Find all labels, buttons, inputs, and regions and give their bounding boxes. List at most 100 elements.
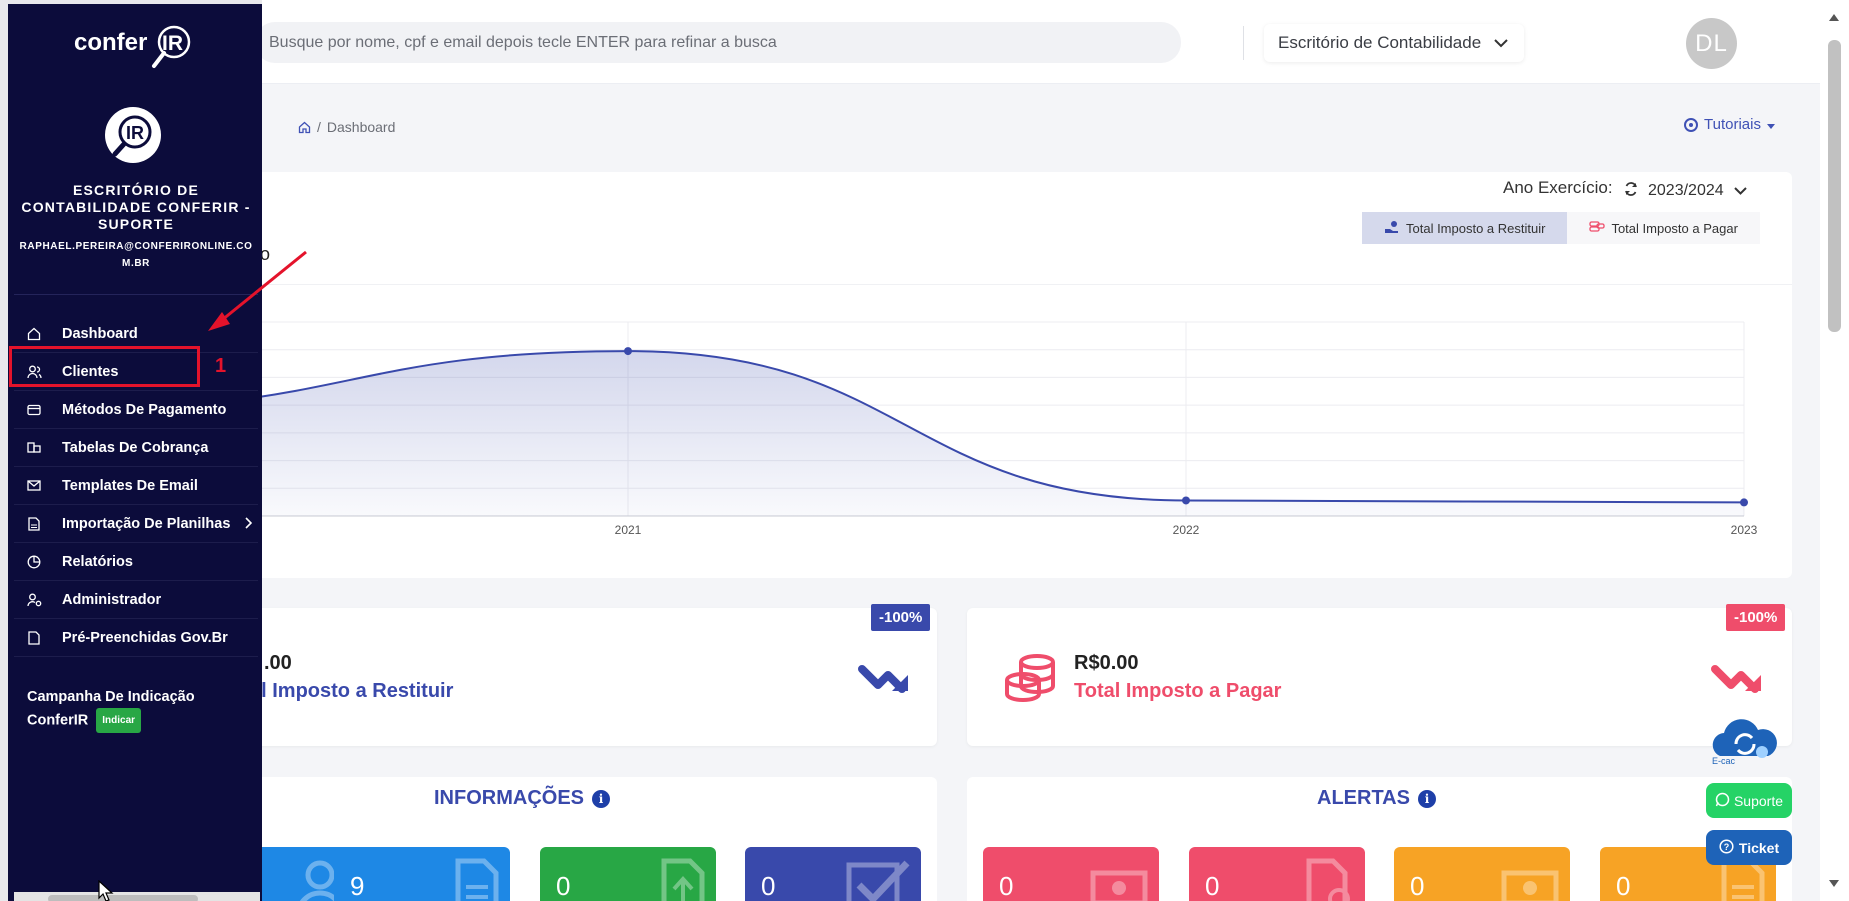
users-icon (299, 860, 341, 901)
informacoes-card: INFORMAÇÕES i 9 0 0 (180, 777, 937, 901)
scroll-down-arrow-icon[interactable] (1829, 880, 1839, 887)
svg-text:?: ? (1724, 842, 1730, 852)
info-icon[interactable]: i (592, 789, 610, 808)
tutorials-dropdown[interactable]: Tutoriais (1684, 116, 1775, 133)
tab-label: Total Imposto a Pagar (1611, 220, 1738, 236)
trend-down-icon (858, 665, 908, 693)
chart-card: Ano Exercício: 2023/2024 Total Imposto a… (200, 172, 1792, 578)
vertical-scrollbar[interactable] (1820, 0, 1849, 901)
sidebar-horizontal-scrollbar[interactable] (14, 892, 260, 901)
office-select[interactable]: Escritório de Contabilidade Conferir - S… (1264, 24, 1524, 62)
stat-card-restituir: -100% .00 al Imposto a Restituir (200, 604, 937, 746)
alert-tile[interactable]: 0 (1189, 847, 1365, 901)
sidebar-item-tabelas-cobranca[interactable]: Tabelas De Cobrança (14, 429, 258, 467)
sidebar-item-importacao-planilhas[interactable]: Importação De Planilhas (14, 505, 258, 543)
ticket-button[interactable]: ? Ticket (1706, 830, 1792, 865)
series-line (200, 350, 1745, 504)
org-name: ESCRITÓRIO DE CONTABILIDADE CONFERIR - S… (21, 182, 251, 232)
campaign-line2-row: ConferIR Indicar (27, 708, 195, 733)
avatar[interactable]: DL (1686, 18, 1737, 69)
annotation-step-number: 1 (215, 355, 227, 377)
sidebar-item-clientes[interactable]: Clientes (14, 353, 258, 391)
org-email: RAPHAEL.PEREIRA@CONFERIRONLINE.COM.BR (19, 241, 253, 269)
tile-value: 9 (350, 871, 365, 901)
suporte-button[interactable]: Suporte (1706, 783, 1792, 818)
sidebar-item-label: Métodos De Pagamento (62, 401, 227, 418)
area-chart: 2021 2022 2023 (200, 321, 1758, 537)
x-tick-label: 2021 (615, 523, 642, 537)
ano-exercicio-select[interactable]: 2023/2024 (1624, 176, 1780, 206)
sidebar-item-relatorios[interactable]: Relatórios (14, 543, 258, 581)
spreadsheet-icon (26, 516, 42, 532)
alert-tile[interactable]: 0 (983, 847, 1159, 901)
campaign-line2: ConferIR (27, 712, 89, 729)
alert-tile[interactable]: 0 (1394, 847, 1570, 901)
money-bill-icon (1501, 870, 1559, 901)
series-area (200, 351, 1744, 516)
logo-text-b: IR (162, 32, 183, 55)
sidebar-item-pre-preenchidas[interactable]: Pré-Preenchidas Gov.Br (14, 619, 258, 657)
sidebar-item-templates-email[interactable]: Templates De Email (14, 467, 258, 505)
home-icon (26, 326, 42, 342)
coins-icon (1589, 220, 1606, 237)
chart-divider (200, 284, 1792, 285)
file-icon (26, 630, 42, 646)
sidebar-divider (14, 294, 258, 295)
sidebar-item-label: Tabelas De Cobrança (62, 439, 209, 456)
stat-card-pagar: -100% R$0.00 Total Imposto a Pagar (967, 604, 1792, 746)
stat-value: .00 (264, 652, 292, 674)
caret-down-icon (1766, 116, 1775, 133)
mouse-cursor-icon (98, 880, 114, 901)
file-search-icon (1306, 858, 1350, 901)
chart-tabs: Total Imposto a Restituir Total Imposto … (1362, 212, 1760, 244)
sidebar-item-label: Dashboard (62, 325, 138, 342)
sidebar-item-label: Templates De Email (62, 477, 198, 494)
ano-exercicio-value: 2023/2024 (1648, 182, 1724, 199)
svg-text:IR: IR (126, 123, 144, 143)
info-tile[interactable]: 9 (334, 847, 510, 901)
scroll-thumb[interactable] (1828, 40, 1841, 332)
money-bill-icon (1090, 870, 1148, 901)
home-icon[interactable] (298, 121, 311, 134)
stat-value: R$0.00 (1074, 652, 1139, 674)
tab-total-restituir[interactable]: Total Imposto a Restituir (1362, 212, 1568, 244)
stat-label: al Imposto a Restituir (250, 680, 454, 702)
campaign-line1: Campanha De Indicação (27, 689, 195, 705)
info-tile[interactable]: 0 (745, 847, 921, 901)
tab-total-pagar[interactable]: Total Imposto a Pagar (1567, 212, 1760, 244)
sidebar-item-label: Clientes (62, 363, 119, 380)
ano-exercicio-label: Ano Exercício: (1503, 178, 1613, 197)
ecac-widget[interactable]: E-cac (1710, 716, 1780, 768)
scroll-thumb[interactable] (48, 895, 198, 901)
stat-label: Total Imposto a Pagar (1074, 680, 1282, 702)
indicar-button[interactable]: Indicar (96, 708, 142, 733)
alertas-card: ALERTAS i 0 0 0 0 (967, 777, 1792, 901)
office-select-value: Escritório de Contabilidade Conferir - S… (1278, 33, 1486, 52)
info-icon[interactable]: i (1417, 789, 1436, 808)
envelope-icon (26, 478, 42, 494)
section-title-text: ALERTAS (1317, 787, 1410, 809)
informacoes-title: INFORMAÇÕES i (434, 787, 610, 810)
tile-value: 0 (556, 871, 571, 901)
sidebar-item-label: Relatórios (62, 553, 133, 570)
document-icon (455, 858, 499, 901)
breadcrumb: / Dashboard (298, 119, 395, 135)
sidebar-item-metodos-pagamento[interactable]: Métodos De Pagamento (14, 391, 258, 429)
ecac-label: E-cac (1712, 756, 1736, 766)
tile-value: 0 (761, 871, 776, 901)
ticket-label: Ticket (1738, 839, 1780, 856)
refresh-icon[interactable] (1624, 181, 1638, 201)
sidebar-item-label: Administrador (62, 591, 162, 608)
search-input[interactable] (255, 22, 1181, 63)
scroll-up-arrow-icon[interactable] (1829, 14, 1839, 21)
data-point (624, 347, 632, 356)
conferir-logo[interactable]: confer IR (74, 22, 204, 70)
suporte-label: Suporte (1733, 792, 1784, 809)
info-tile[interactable]: 0 (540, 847, 716, 901)
sidebar-item-label: Importação De Planilhas (62, 515, 231, 532)
sidebar-item-dashboard[interactable]: Dashboard (14, 315, 258, 353)
sidebar-item-administrador[interactable]: Administrador (14, 581, 258, 619)
sidebar-item-label: Pré-Preenchidas Gov.Br (62, 629, 228, 646)
campaign-block: Campanha De Indicação ConferIR Indicar (27, 687, 195, 733)
percent-badge: -100% (1726, 604, 1786, 631)
